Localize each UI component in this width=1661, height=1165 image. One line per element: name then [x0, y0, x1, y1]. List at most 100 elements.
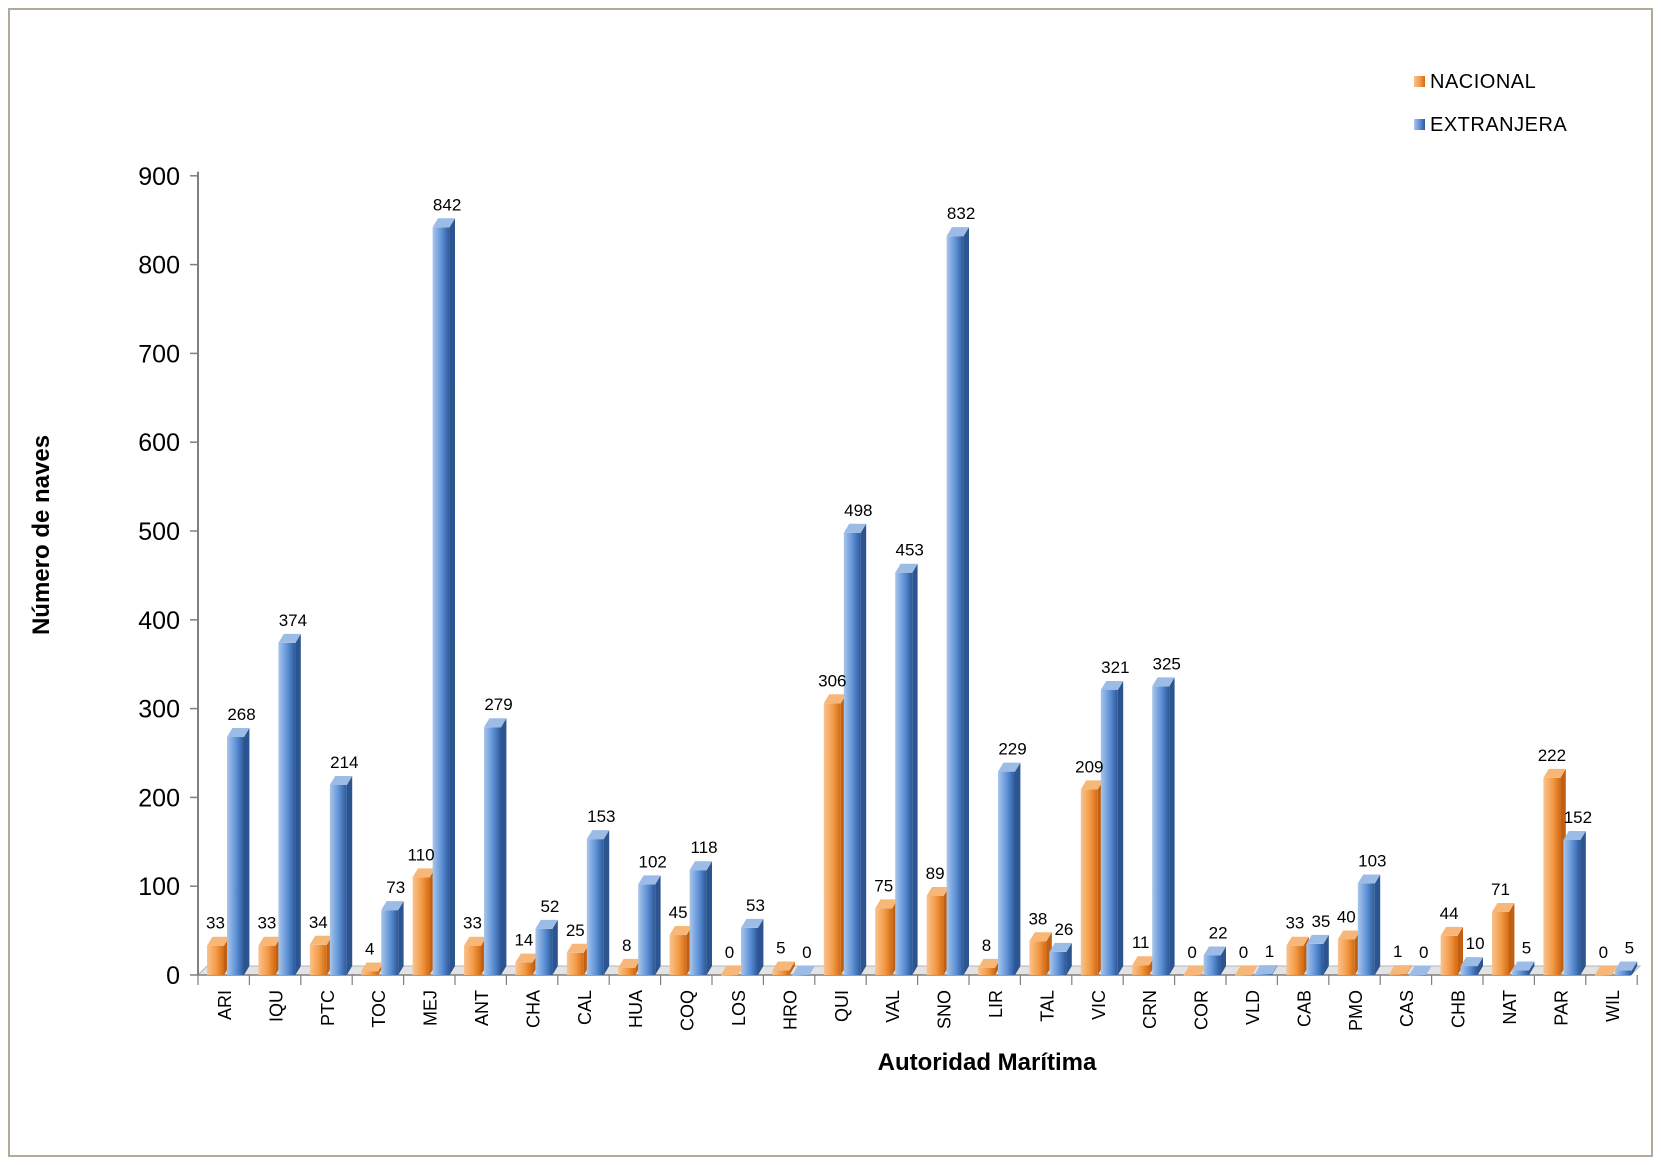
bar-nacional-tal-front [1029, 941, 1047, 975]
bar-extranjera-iqu [278, 633, 301, 975]
bar-nacional-cab-top [1286, 936, 1309, 946]
data-label: 279 [484, 695, 512, 714]
bar-nacional-pmo-front [1337, 939, 1355, 975]
data-label: 73 [386, 878, 405, 897]
data-label: 832 [947, 204, 975, 223]
data-label: 8 [622, 936, 631, 955]
bar-extranjera-crn-front [1152, 686, 1170, 975]
bar-nacional-ari [207, 936, 230, 975]
data-label: 40 [1337, 907, 1356, 926]
bar-extranjera-tal [1049, 942, 1072, 975]
bar-nacional-hro-side [789, 961, 795, 975]
x-tick-label: COQ [678, 990, 698, 1031]
bar-extranjera-hua-front [638, 884, 656, 975]
data-label: 10 [1466, 934, 1485, 953]
bar-extranjera-cha-front [535, 928, 553, 975]
bar-extranjera-ari-top [227, 728, 250, 738]
bar-nacional-toc-front [361, 971, 379, 975]
bar-nacional-cal-front [566, 952, 584, 975]
bar-extranjera-par-top [1563, 831, 1586, 841]
bar-extranjera-vld-top [1255, 965, 1278, 975]
bar-nacional-pmo-top [1337, 930, 1361, 940]
bar-nacional-cas-front [1389, 974, 1407, 975]
bar-extranjera-cab [1306, 934, 1329, 975]
bar-nacional-tal-top [1029, 932, 1052, 942]
bar-extranjera-cor-front [1203, 955, 1221, 975]
data-label: 75 [874, 876, 893, 895]
chart-bars [207, 218, 1638, 976]
bar-nacional-sno-top [926, 886, 949, 896]
x-tick-label: SNO [935, 990, 955, 1029]
bar-nacional-ant-top [464, 936, 487, 946]
bar-extranjera-cal [586, 830, 610, 975]
bar-extranjera-ant-front [484, 727, 501, 975]
bar-nacional-lir-front [978, 967, 995, 975]
bar-extranjera-wil-front [1614, 970, 1632, 975]
bar-nacional-cor-top [1183, 966, 1206, 975]
bar-nacional-cha-top [515, 953, 538, 963]
y-tick-label: 800 [138, 252, 180, 280]
x-tick-label: PTC [318, 990, 338, 1026]
data-label: 33 [206, 914, 225, 933]
bar-extranjera-coq [689, 861, 712, 975]
bar-extranjera-mej [432, 218, 455, 975]
bar-extranjera-lir-front [998, 771, 1015, 975]
bar-extranjera-par-side [1580, 831, 1586, 975]
bar-extranjera-toc-front [381, 910, 399, 975]
bar-nacional-los [721, 966, 744, 976]
legend-label-nacional: NACIONAL [1430, 71, 1536, 93]
bar-nacional-coq-top [669, 926, 692, 936]
data-label: 0 [725, 943, 734, 962]
data-label: 842 [433, 195, 461, 214]
bar-nacional-mej-front [412, 877, 430, 975]
bar-extranjera-ari-side [244, 728, 250, 975]
bar-extranjera-cab-side [1323, 934, 1329, 975]
bar-extranjera-mej-side [449, 218, 455, 975]
bar-extranjera-qui [843, 523, 867, 975]
bar-extranjera-vic-top [1100, 680, 1124, 690]
bar-extranjera-lir-top [998, 762, 1021, 772]
data-label: 222 [1538, 746, 1566, 765]
legend-swatch-nacional [1414, 76, 1425, 87]
bar-extranjera-iqu-side [295, 633, 301, 975]
bar-nacional-nat [1492, 902, 1515, 975]
bar-nacional-ptc [309, 935, 333, 975]
bar-nacional-hro [772, 961, 795, 975]
bar-nacional-iqu-front [258, 945, 276, 975]
x-tick-label: LOS [729, 990, 749, 1026]
bar-extranjera-ptc-front [329, 784, 347, 975]
bar-nacional-val-top [875, 899, 898, 909]
bar-extranjera-par-front [1563, 840, 1581, 975]
bar-extranjera-coq-front [689, 870, 707, 975]
data-label: 1 [1265, 942, 1274, 961]
bar-nacional-los-top [721, 966, 744, 975]
bar-extranjera-val-side [912, 563, 918, 975]
bar-nacional-iqu [258, 936, 281, 975]
bar-extranjera-pmo [1357, 874, 1381, 975]
bar-extranjera-toc-top [381, 901, 404, 911]
bar-nacional-ant [464, 936, 487, 975]
bar-extranjera-iqu-front [278, 642, 296, 975]
y-tick-label: 200 [138, 784, 180, 812]
data-label: 118 [691, 838, 718, 857]
bar-nacional-hua-front [618, 967, 636, 975]
bar-extranjera-par [1563, 831, 1586, 975]
bar-extranjera-los-top [741, 918, 764, 928]
bar-extranjera-hua [638, 875, 661, 975]
data-label: 52 [540, 897, 559, 916]
y-tick-label: 0 [166, 962, 180, 990]
data-label: 8 [982, 936, 991, 955]
bar-extranjera-los [741, 918, 764, 975]
x-tick-label: ARI [215, 990, 235, 1020]
data-label: 5 [1522, 939, 1531, 958]
x-axis-title: Autoridad Marítima [878, 1049, 1097, 1076]
data-label: 71 [1491, 880, 1510, 899]
x-tick-label: PAR [1551, 990, 1571, 1026]
bar-extranjera-crn-top [1152, 677, 1175, 687]
bar-nacional-lir-top [978, 958, 1001, 968]
x-tick-label: HRO [780, 990, 800, 1030]
bar-nacional-iqu-top [258, 936, 281, 946]
data-label: 306 [818, 671, 846, 690]
y-tick-label: 600 [138, 429, 180, 457]
bar-nacional-hro-front [772, 970, 790, 975]
